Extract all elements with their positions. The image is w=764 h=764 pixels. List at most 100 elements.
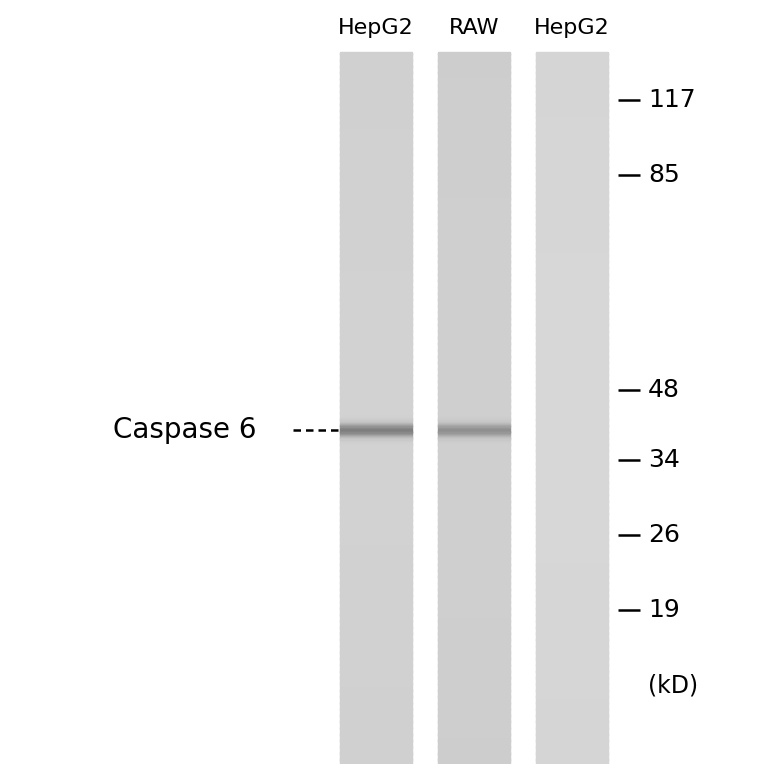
Bar: [536, 398, 608, 400]
Bar: [438, 228, 510, 230]
Bar: [340, 546, 412, 548]
Bar: [340, 469, 412, 471]
Bar: [536, 309, 608, 310]
Bar: [438, 527, 510, 529]
Bar: [438, 257, 510, 258]
Bar: [340, 565, 412, 566]
Bar: [340, 709, 412, 711]
Bar: [438, 349, 510, 351]
Bar: [536, 549, 608, 551]
Bar: [438, 397, 510, 398]
Bar: [536, 617, 608, 618]
Bar: [340, 604, 412, 605]
Bar: [340, 537, 412, 539]
Bar: [536, 73, 608, 75]
Bar: [438, 57, 510, 58]
Bar: [438, 59, 510, 61]
Bar: [340, 458, 412, 459]
Bar: [438, 60, 510, 62]
Bar: [340, 569, 412, 571]
Bar: [340, 323, 412, 325]
Bar: [536, 267, 608, 269]
Bar: [536, 725, 608, 727]
Bar: [536, 131, 608, 134]
Bar: [536, 720, 608, 722]
Bar: [438, 476, 510, 478]
Bar: [438, 758, 510, 759]
Bar: [536, 163, 608, 164]
Bar: [438, 659, 510, 661]
Bar: [438, 112, 510, 113]
Bar: [438, 546, 510, 548]
Bar: [438, 723, 510, 724]
Bar: [438, 216, 510, 218]
Bar: [340, 201, 412, 202]
Bar: [536, 490, 608, 491]
Bar: [438, 449, 510, 451]
Bar: [438, 270, 510, 273]
Bar: [536, 428, 608, 429]
Bar: [536, 234, 608, 235]
Bar: [340, 197, 412, 199]
Bar: [340, 160, 412, 162]
Bar: [536, 685, 608, 686]
Bar: [340, 286, 412, 288]
Bar: [438, 332, 510, 334]
Bar: [438, 594, 510, 596]
Bar: [438, 73, 510, 75]
Bar: [536, 219, 608, 220]
Bar: [536, 465, 608, 466]
Bar: [438, 755, 510, 756]
Bar: [536, 325, 608, 327]
Bar: [438, 199, 510, 201]
Bar: [340, 193, 412, 195]
Bar: [340, 602, 412, 604]
Bar: [438, 406, 510, 408]
Bar: [438, 642, 510, 643]
Bar: [536, 461, 608, 462]
Bar: [536, 410, 608, 412]
Bar: [438, 160, 510, 162]
Bar: [536, 704, 608, 706]
Bar: [340, 387, 412, 389]
Bar: [340, 752, 412, 754]
Bar: [536, 691, 608, 693]
Bar: [340, 189, 412, 190]
Bar: [536, 337, 608, 339]
Bar: [438, 565, 510, 567]
Bar: [340, 712, 412, 714]
Bar: [340, 511, 412, 513]
Bar: [438, 512, 510, 513]
Bar: [340, 300, 412, 302]
Bar: [438, 310, 510, 312]
Bar: [340, 645, 412, 647]
Bar: [438, 120, 510, 121]
Bar: [438, 329, 510, 331]
Bar: [536, 351, 608, 352]
Bar: [438, 685, 510, 688]
Bar: [340, 322, 412, 323]
Bar: [536, 481, 608, 483]
Bar: [438, 398, 510, 400]
Bar: [340, 247, 412, 248]
Bar: [438, 759, 510, 761]
Bar: [536, 556, 608, 558]
Bar: [536, 727, 608, 729]
Bar: [340, 385, 412, 387]
Bar: [536, 58, 608, 60]
Bar: [536, 663, 608, 665]
Bar: [438, 580, 510, 581]
Bar: [438, 586, 510, 588]
Bar: [536, 486, 608, 487]
Bar: [340, 257, 412, 258]
Bar: [536, 688, 608, 690]
Bar: [340, 405, 412, 406]
Bar: [536, 110, 608, 112]
Bar: [438, 424, 510, 426]
Bar: [438, 238, 510, 241]
Bar: [536, 709, 608, 711]
Bar: [536, 701, 608, 703]
Bar: [340, 762, 412, 764]
Bar: [536, 625, 608, 626]
Bar: [536, 260, 608, 262]
